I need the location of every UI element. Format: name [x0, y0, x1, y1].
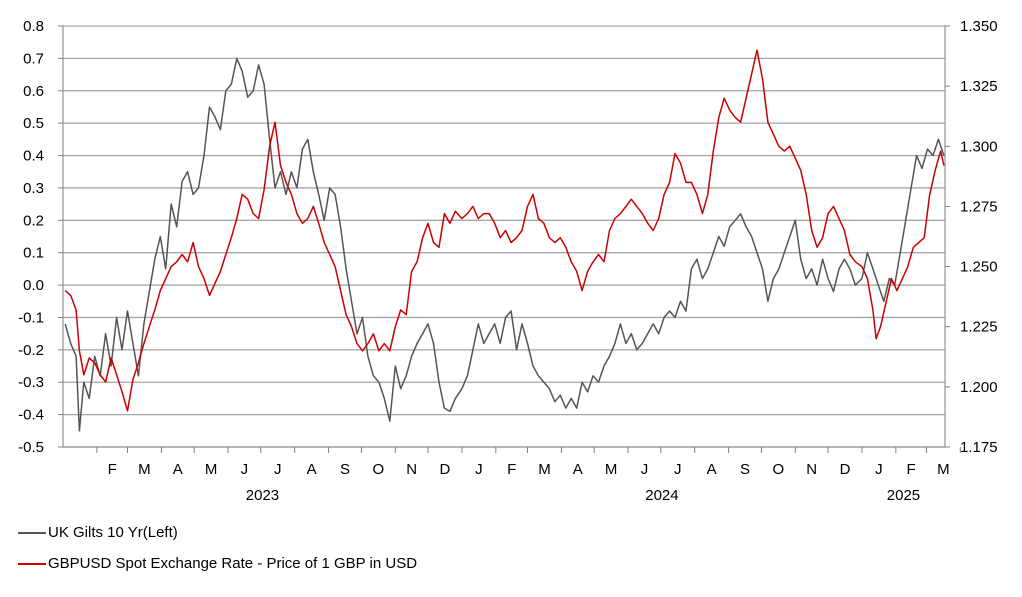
x-month-label: F [907, 461, 916, 478]
x-month-label: J [475, 461, 483, 478]
left-tick-label: 0.6 [23, 83, 44, 100]
series-lines [64, 49, 945, 432]
x-month-label: F [507, 461, 516, 478]
x-month-label: O [372, 461, 384, 478]
x-month-label: J [241, 461, 249, 478]
x-month-label: J [875, 461, 883, 478]
left-tick-label: 0.8 [23, 18, 44, 35]
x-month-label: D [440, 461, 451, 478]
right-tick-label: 1.250 [960, 259, 998, 276]
x-month-label: J [274, 461, 282, 478]
series-line-gbpusd [64, 49, 945, 412]
x-year-label: 2025 [887, 487, 920, 504]
left-tick-label: -0.4 [18, 407, 44, 424]
right-tick-label: 1.225 [960, 319, 998, 336]
x-month-label: M [538, 461, 551, 478]
left-y-axis-ticks: 0.8 0.7 0.6 0.5 0.4 0.3 0.2 0.1 0.0 -0.1 -0.2 -0.3 -… [18, 18, 63, 456]
legend-label-gilts: UK Gilts 10 Yr(Left) [48, 524, 178, 541]
axes [62, 26, 946, 448]
left-tick-label: -0.5 [18, 439, 44, 456]
x-month-label: F [108, 461, 117, 478]
x-month-label: S [340, 461, 350, 478]
x-month-label: M [605, 461, 618, 478]
left-tick-label: 0.3 [23, 180, 44, 197]
series-line-gilts [64, 57, 945, 432]
right-tick-label: 1.300 [960, 138, 998, 155]
x-year-label: 2023 [246, 487, 279, 504]
x-month-label: A [173, 461, 183, 478]
left-tick-label: 0.2 [23, 212, 44, 229]
legend-item-gilts: UK Gilts 10 Yr(Left) [18, 524, 178, 541]
x-month-label: A [573, 461, 583, 478]
left-tick-label: 0.7 [23, 50, 44, 67]
x-month-label: A [307, 461, 317, 478]
x-month-label: A [707, 461, 717, 478]
right-tick-label: 1.275 [960, 198, 998, 215]
x-month-label: N [806, 461, 817, 478]
x-month-label: J [674, 461, 682, 478]
left-tick-label: 0.1 [23, 245, 44, 262]
left-tick-label: -0.3 [18, 374, 44, 391]
left-tick-label: 0.5 [23, 115, 44, 132]
x-month-label: S [740, 461, 750, 478]
x-month-label: O [772, 461, 784, 478]
x-month-label: M [205, 461, 218, 478]
legend-swatch-gbpusd [18, 562, 46, 565]
legend-item-gbpusd: GBPUSD Spot Exchange Rate - Price of 1 G… [18, 555, 417, 572]
x-month-label: M [937, 461, 950, 478]
x-month-label: N [406, 461, 417, 478]
right-tick-label: 1.200 [960, 379, 998, 396]
x-month-label: D [840, 461, 851, 478]
x-month-label: M [138, 461, 151, 478]
x-year-label: 2024 [645, 487, 678, 504]
right-tick-label: 1.175 [960, 439, 998, 456]
legend-label-gbpusd: GBPUSD Spot Exchange Rate - Price of 1 G… [48, 555, 418, 572]
right-tick-label: 1.350 [960, 18, 998, 35]
left-tick-label: 0.0 [23, 277, 44, 294]
x-month-label: J [641, 461, 649, 478]
left-tick-label: -0.1 [18, 309, 44, 326]
right-y-axis-ticks: 1.350 1.325 1.300 1.275 1.250 1.225 1.200 1.175 [945, 18, 998, 456]
right-tick-label: 1.325 [960, 78, 998, 95]
gridlines [63, 25, 945, 448]
x-axis-ticks: F M A M J J A S O N D J F M A M J J A S O N D J F M 2023 2024 2025 [96, 447, 961, 504]
left-tick-label: -0.2 [18, 342, 44, 359]
legend-swatch-gilts [18, 531, 46, 534]
left-tick-label: 0.4 [23, 148, 44, 165]
